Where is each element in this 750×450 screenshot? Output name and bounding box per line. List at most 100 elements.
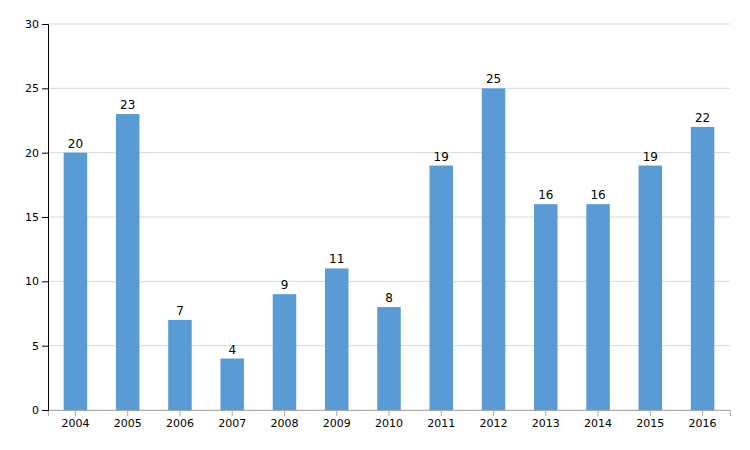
y-tick-label: 30: [25, 18, 39, 31]
plot: 2004200520062007200820092010201120122013…: [25, 18, 731, 430]
x-tick-mark: [650, 410, 651, 416]
data-label: 22: [695, 111, 710, 125]
data-label: 20: [68, 137, 83, 151]
grid-line: [48, 217, 730, 218]
y-tick-label: 0: [32, 404, 39, 417]
grid-line: [48, 281, 730, 282]
x-tick: 2005: [114, 410, 142, 430]
bar: [430, 166, 454, 410]
x-tick: 2004: [61, 410, 89, 430]
bar: [586, 204, 610, 410]
x-tick: 2013: [532, 410, 560, 430]
x-axis-line: [49, 411, 731, 417]
y-tick: 25: [25, 82, 48, 95]
x-tick-label: 2006: [166, 417, 194, 430]
chart-container: 2004200520062007200820092010201120122013…: [0, 0, 750, 450]
x-tick-label: 2010: [375, 417, 403, 430]
x-tick-mark: [389, 410, 390, 416]
y-tick: 15: [25, 211, 48, 224]
x-tick-mark: [545, 410, 546, 416]
x-tick: 2008: [270, 410, 298, 430]
x-tick-label: 2016: [689, 417, 717, 430]
y-tick: 10: [25, 275, 48, 288]
x-tick-mark: [127, 410, 128, 416]
data-labels: 20 23 7 4 9 11 8 19 25 16 16 19 22: [68, 72, 710, 356]
x-tick-mark: [336, 410, 337, 416]
grid-line: [48, 152, 730, 153]
data-label: 7: [176, 304, 184, 318]
bar: [168, 320, 192, 410]
data-label: 16: [590, 188, 605, 202]
y-tick-label: 15: [25, 211, 39, 224]
x-tick: 2015: [636, 410, 664, 430]
x-tick-mark: [441, 410, 442, 416]
data-label: 9: [281, 278, 289, 292]
y-tick-mark: [42, 410, 48, 411]
x-tick: 2006: [166, 410, 194, 430]
bar: [639, 166, 663, 410]
x-tick-mark: [493, 410, 494, 416]
bar: [534, 204, 558, 410]
x-tick: 2014: [584, 410, 612, 430]
data-label: 16: [538, 188, 553, 202]
y-tick: 5: [32, 340, 48, 353]
x-tick-label: 2011: [427, 417, 455, 430]
y-axis-line: [42, 25, 49, 411]
x-tick-label: 2008: [270, 417, 298, 430]
x-tick-mark: [179, 410, 180, 416]
bar: [482, 88, 506, 410]
x-tick-mark: [598, 410, 599, 416]
x-tick-label: 2014: [584, 417, 612, 430]
x-axis: 2004 2005 2006 2007 2008 2009 2010 2011 2012 2013…: [49, 410, 731, 430]
y-tick-mark: [42, 281, 48, 282]
data-label: 25: [486, 72, 501, 86]
x-tick-label: 2015: [636, 417, 664, 430]
grid: [48, 24, 730, 410]
y-tick-label: 10: [25, 275, 39, 288]
grid-line: [48, 24, 730, 25]
y-tick-label: 25: [25, 82, 39, 95]
x-tick: 2016: [689, 410, 717, 430]
bar: [691, 127, 715, 410]
x-tick: 2011: [427, 410, 455, 430]
data-label: 23: [120, 98, 135, 112]
bar: [273, 294, 297, 410]
x-tick-label: 2004: [61, 417, 89, 430]
data-label: 11: [329, 252, 344, 266]
x-tick-mark: [284, 410, 285, 416]
bar: [116, 114, 140, 410]
x-tick: 2009: [323, 410, 351, 430]
y-axis: 0 5 10 15 20 25 30: [25, 18, 49, 417]
bars: [64, 88, 715, 410]
x-tick-label: 2005: [114, 417, 142, 430]
bar: [377, 307, 401, 410]
bar: [220, 359, 244, 410]
data-label: 19: [434, 150, 449, 164]
x-tick-label: 2009: [323, 417, 351, 430]
y-tick-label: 20: [25, 147, 39, 160]
y-tick-mark: [42, 24, 48, 25]
x-tick-label: 2012: [480, 417, 508, 430]
x-tick: 2007: [218, 410, 246, 430]
chart: 2004200520062007200820092010201120122013…: [0, 0, 750, 450]
x-tick: 2010: [375, 410, 403, 430]
x-tick-mark: [75, 410, 76, 416]
data-label: 8: [385, 291, 393, 305]
x-tick-mark: [232, 410, 233, 416]
x-tick-label: 2013: [532, 417, 560, 430]
y-tick-mark: [42, 217, 48, 218]
bar: [325, 268, 349, 410]
y-tick: 0: [32, 404, 48, 417]
x-tick: 2012: [480, 410, 508, 430]
y-tick-mark: [42, 88, 48, 89]
y-tick: 30: [25, 18, 48, 31]
x-tick-mark: [702, 410, 703, 416]
y-tick-label: 5: [32, 340, 39, 353]
data-label: 19: [643, 150, 658, 164]
data-label: 4: [228, 343, 236, 357]
y-tick-mark: [42, 153, 48, 154]
bar: [64, 153, 88, 410]
grid-line: [48, 88, 730, 89]
y-tick-mark: [42, 346, 48, 347]
y-tick: 20: [25, 147, 48, 160]
